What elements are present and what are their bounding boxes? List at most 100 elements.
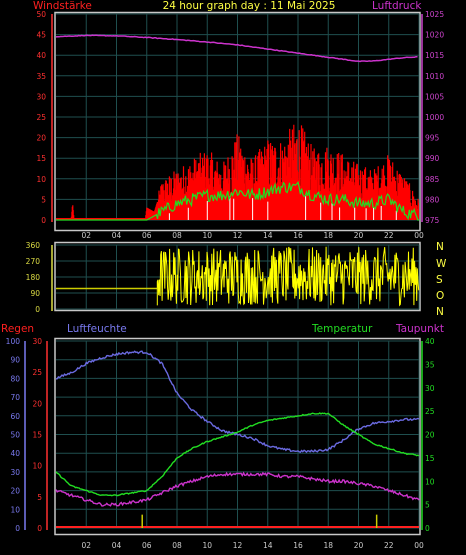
wind-tick-label: 5 — [41, 195, 46, 204]
temp-tick-label: 0 — [425, 524, 430, 533]
climate-gridlines — [24, 340, 423, 530]
pressure-tick-label: 1020 — [425, 31, 444, 40]
temp-tick-label: 10 — [425, 477, 435, 486]
rain-tick-label: 25 — [32, 368, 42, 377]
pressure-tick-label: 990 — [425, 154, 440, 163]
pressure-axis-label: Luftdruck — [372, 0, 422, 12]
climate-x-tick-label: 16 — [293, 541, 303, 550]
temp-axis-label: Temperatur — [311, 323, 373, 335]
humidity-tick-label: 80 — [10, 374, 20, 383]
temp-tick-label: 30 — [425, 384, 435, 393]
climate-x-tick-label: 08 — [172, 541, 182, 550]
humidity-tick-label: 30 — [10, 468, 20, 477]
wind-tick-label: 35 — [36, 72, 46, 81]
wind-tick-label: 50 — [36, 10, 46, 19]
climate-x-tick-label: 18 — [323, 541, 333, 550]
climate-x-tick-label: 00 — [414, 541, 424, 550]
humidity-tick-label: 0 — [15, 524, 20, 533]
humidity-tick-label: 40 — [10, 449, 20, 458]
humidity-tick-label: 50 — [10, 431, 20, 440]
climate-x-tick-label: 14 — [263, 541, 273, 550]
climate-panel-frame — [54, 337, 421, 536]
pressure-tick-label: 1005 — [425, 92, 444, 101]
dir-tick-label: 90 — [30, 289, 40, 298]
humidity-tick-label: 20 — [10, 487, 20, 496]
compass-label-n-bottom: N — [436, 306, 444, 318]
compass-label-o: O — [436, 290, 444, 302]
wind-tick-label: 45 — [36, 31, 46, 40]
humidity-tick-label: 70 — [10, 393, 20, 402]
rain-tick-label: 20 — [32, 399, 42, 408]
wind-x-tick-label: 12 — [233, 231, 243, 240]
wind-tick-label: 30 — [36, 92, 46, 101]
wind-x-tick-label: 06 — [142, 231, 152, 240]
dir-tick-label: 360 — [26, 241, 41, 250]
compass-label-n-top: N — [436, 241, 444, 253]
humidity-axis-label: Luftfeuchte — [67, 323, 127, 335]
compass-label-w: W — [436, 258, 447, 270]
wind-x-tick-label: 22 — [384, 231, 394, 240]
wind-x-tick-label: 08 — [172, 231, 182, 240]
humidity-tick-label: 60 — [10, 412, 20, 421]
wind-x-tick-label: 18 — [323, 231, 333, 240]
pressure-tick-label: 975 — [425, 216, 440, 225]
temp-tick-label: 20 — [425, 431, 435, 440]
wind-x-tick-label: 04 — [112, 231, 122, 240]
wind-tick-label: 15 — [36, 154, 46, 163]
climate-x-tick-label: 06 — [142, 541, 152, 550]
humidity-tick-label: 10 — [10, 505, 20, 514]
wind-x-tick-label: 10 — [202, 231, 212, 240]
wind-tick-label: 25 — [36, 113, 46, 122]
pressure-tick-label: 995 — [425, 134, 440, 143]
wind-avg-bars — [168, 194, 397, 220]
climate-x-tick-label: 12 — [233, 541, 243, 550]
dir-tick-label: 270 — [26, 257, 41, 266]
climate-series-layer — [55, 350, 420, 528]
wind-x-tick-label: 14 — [263, 231, 273, 240]
humidity-tick-label: 100 — [6, 337, 21, 346]
humidity-series — [55, 350, 420, 454]
wind-axis-label: Windstärke — [33, 0, 92, 12]
climate-x-tick-label: 04 — [112, 541, 122, 550]
climate-x-tick-label: 22 — [384, 541, 394, 550]
axis-tick-labels: 0510152025303540455097598098599099510001… — [6, 10, 445, 550]
temp-tick-label: 25 — [425, 407, 435, 416]
wind-tick-label: 10 — [36, 175, 46, 184]
rain-tick-label: 15 — [32, 431, 42, 440]
wind-tick-label: 40 — [36, 51, 46, 60]
dir-tick-label: 180 — [26, 273, 41, 282]
rain-tick-label: 10 — [32, 462, 42, 471]
climate-x-tick-label: 02 — [81, 541, 91, 550]
wind-dir-series — [156, 246, 420, 307]
temp-tick-label: 35 — [425, 360, 435, 369]
pressure-tick-label: 985 — [425, 175, 440, 184]
wind-x-tick-label: 16 — [293, 231, 303, 240]
climate-x-tick-label: 10 — [202, 541, 212, 550]
wind-x-tick-label: 02 — [81, 231, 91, 240]
dir-tick-label: 0 — [35, 305, 40, 314]
wind-x-tick-label: 20 — [354, 231, 364, 240]
wind-tick-label: 0 — [41, 216, 46, 225]
dew-axis-label: Taupunkt — [395, 323, 444, 335]
wind-avg-series — [56, 180, 419, 221]
dir-panel-frame — [54, 241, 421, 312]
rain-tick-label: 5 — [37, 493, 42, 502]
pressure-series — [55, 34, 418, 63]
dir-series-layer — [56, 246, 420, 307]
wind-panel-frame — [54, 11, 421, 232]
humidity-tick-label: 90 — [10, 356, 20, 365]
chart-title: 24 hour graph day : 11 Mai 2025 — [163, 0, 336, 12]
rain-tick-label: 0 — [37, 524, 42, 533]
climate-x-tick-label: 20 — [354, 541, 364, 550]
pressure-tick-label: 1015 — [425, 51, 444, 60]
pressure-tick-label: 1025 — [425, 10, 444, 19]
wind-gust-series — [70, 124, 420, 220]
rain-tick-label: 30 — [32, 337, 42, 346]
pressure-tick-label: 1010 — [425, 72, 444, 81]
compass-label-s: S — [436, 274, 443, 286]
rain-axis-label: Regen — [1, 323, 34, 335]
temp-tick-label: 5 — [425, 501, 430, 510]
wind-x-tick-label: 00 — [414, 231, 424, 240]
temp-tick-label: 15 — [425, 454, 435, 463]
